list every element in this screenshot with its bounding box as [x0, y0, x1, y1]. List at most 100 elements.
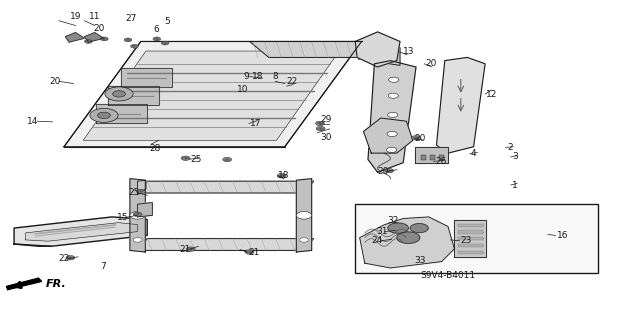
Polygon shape [138, 239, 314, 250]
Bar [458, 224, 483, 227]
Circle shape [316, 126, 325, 131]
Text: 19: 19 [70, 12, 81, 21]
Circle shape [181, 156, 190, 160]
Text: S9V4-B4011: S9V4-B4011 [420, 271, 476, 280]
Circle shape [223, 157, 232, 162]
Text: 16: 16 [557, 231, 568, 240]
Text: 23: 23 [461, 236, 472, 245]
Polygon shape [14, 217, 147, 246]
Circle shape [133, 238, 142, 242]
Polygon shape [454, 220, 486, 257]
Polygon shape [121, 68, 172, 87]
Polygon shape [138, 181, 314, 193]
Polygon shape [436, 57, 485, 153]
Text: 14: 14 [27, 117, 38, 126]
Text: 18: 18 [252, 72, 263, 81]
Polygon shape [250, 41, 384, 57]
Circle shape [387, 131, 397, 137]
Polygon shape [355, 32, 400, 67]
Text: 18: 18 [278, 171, 289, 180]
Polygon shape [130, 179, 145, 252]
Text: 4: 4 [471, 149, 477, 158]
Bar [355, 204, 598, 273]
Text: 3: 3 [512, 152, 518, 161]
Bar [458, 237, 483, 241]
Polygon shape [410, 224, 428, 233]
Polygon shape [83, 51, 339, 140]
Circle shape [113, 91, 125, 97]
Polygon shape [138, 203, 152, 217]
Polygon shape [397, 232, 420, 243]
Text: 31: 31 [376, 227, 388, 236]
Text: 22: 22 [58, 254, 69, 263]
Polygon shape [138, 180, 146, 195]
Polygon shape [364, 118, 413, 153]
Circle shape [90, 108, 118, 122]
Text: FR.: FR. [46, 279, 67, 289]
Circle shape [385, 168, 394, 173]
Text: 27: 27 [125, 14, 137, 23]
Text: 32: 32 [387, 216, 399, 225]
Polygon shape [26, 223, 138, 241]
Circle shape [124, 38, 132, 42]
Bar [439, 155, 444, 160]
Text: 2: 2 [507, 143, 513, 152]
Circle shape [133, 212, 142, 217]
Circle shape [136, 189, 145, 194]
Text: 25: 25 [191, 155, 202, 164]
Circle shape [66, 256, 75, 260]
Circle shape [130, 211, 145, 219]
Text: 20: 20 [415, 134, 426, 143]
Bar [430, 155, 435, 160]
Circle shape [105, 87, 133, 101]
Polygon shape [360, 217, 454, 268]
Bar [458, 251, 483, 254]
Circle shape [186, 247, 195, 251]
Text: 28: 28 [150, 144, 161, 153]
Circle shape [84, 40, 92, 43]
Polygon shape [108, 86, 159, 105]
Text: 29: 29 [320, 115, 332, 124]
Polygon shape [6, 278, 42, 290]
Text: 20: 20 [377, 167, 388, 176]
Text: 21: 21 [179, 245, 191, 254]
Circle shape [245, 250, 254, 254]
Text: 24: 24 [371, 236, 383, 245]
Text: 9: 9 [243, 72, 249, 81]
Text: 6: 6 [154, 25, 159, 34]
Text: 8: 8 [273, 72, 278, 81]
Circle shape [316, 121, 324, 126]
Circle shape [153, 37, 161, 41]
Circle shape [161, 41, 169, 45]
Text: 17: 17 [250, 119, 261, 128]
Circle shape [387, 147, 397, 152]
Circle shape [388, 77, 399, 82]
Circle shape [388, 112, 398, 117]
Circle shape [296, 211, 312, 219]
Polygon shape [388, 223, 408, 233]
Polygon shape [84, 33, 104, 42]
Text: 12: 12 [486, 90, 498, 99]
Polygon shape [95, 104, 147, 123]
Bar [458, 244, 483, 247]
Text: 20: 20 [426, 59, 437, 68]
Text: 26: 26 [435, 157, 447, 166]
Circle shape [131, 44, 138, 48]
Circle shape [97, 112, 110, 119]
Text: 1: 1 [512, 181, 518, 189]
Circle shape [412, 136, 420, 140]
Circle shape [388, 93, 399, 98]
Text: 5: 5 [164, 17, 170, 26]
Text: 13: 13 [403, 48, 415, 56]
Circle shape [277, 174, 286, 178]
Polygon shape [415, 147, 448, 163]
Text: 33: 33 [415, 256, 426, 265]
Text: 15: 15 [116, 213, 128, 222]
Bar [421, 155, 426, 160]
Text: 22: 22 [287, 77, 298, 86]
Circle shape [100, 37, 108, 41]
Polygon shape [65, 33, 84, 42]
Text: 25: 25 [128, 189, 140, 197]
Text: 7: 7 [100, 262, 106, 271]
Text: 20: 20 [93, 25, 105, 33]
